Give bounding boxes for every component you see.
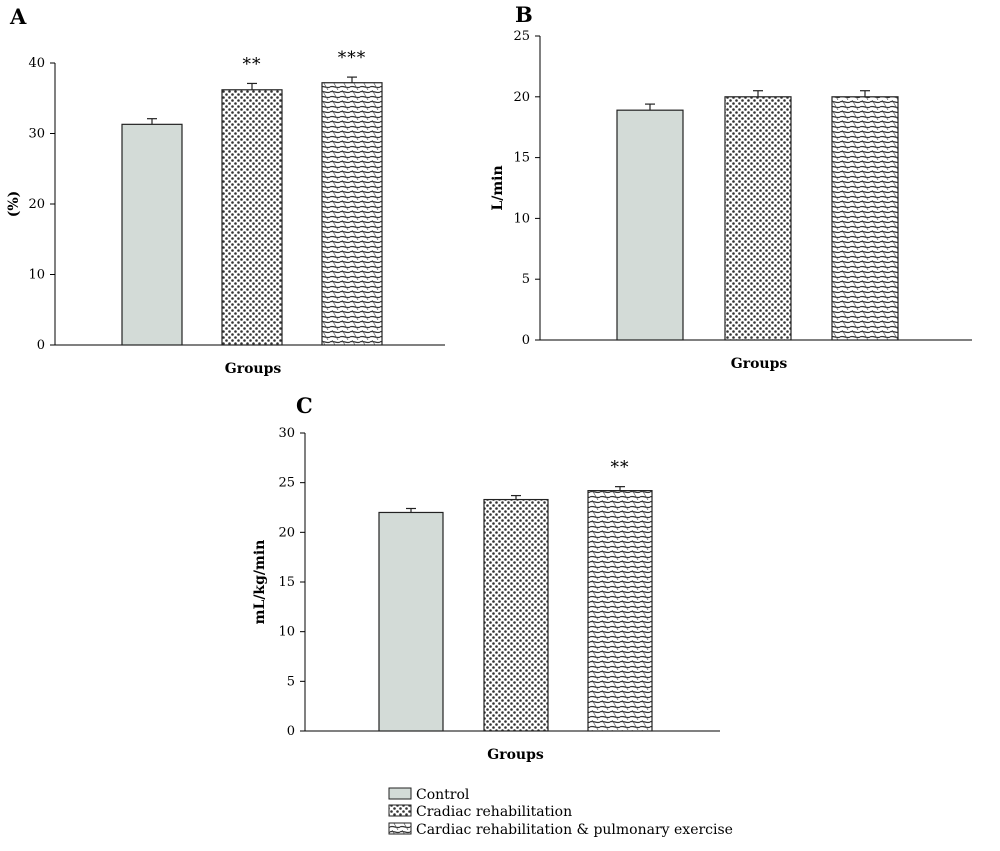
significance-label: *** [338, 48, 367, 68]
y-tick-label: 20 [28, 197, 45, 212]
y-axis-title: (%) [6, 191, 22, 218]
y-tick-label: 25 [278, 476, 295, 491]
y-tick-label: 10 [28, 268, 45, 283]
y-axis-title: L/min [490, 165, 506, 210]
y-tick-label: 0 [287, 724, 295, 739]
x-axis-title: Groups [225, 361, 282, 377]
y-tick-label: 15 [278, 575, 295, 590]
y-tick-label: 25 [513, 29, 530, 44]
panel-b: B 0 5 10 15 20 25 L/min Groups [490, 2, 972, 372]
legend-swatch-2 [388, 804, 412, 817]
legend-swatch-1 [388, 787, 412, 800]
y-tick-label: 0 [522, 333, 530, 348]
y-tick-label: 15 [513, 151, 530, 166]
panel-c: C 0 5 10 15 20 25 30 mL/kg/min Groups ** [252, 393, 720, 763]
bar-1 [121, 123, 183, 346]
significance-label: ** [243, 54, 262, 74]
bar-1 [616, 109, 684, 341]
y-tick-label: 5 [287, 674, 295, 689]
legend-swatch-3 [388, 822, 412, 835]
panel-label: B [515, 2, 533, 27]
y-tick-label: 10 [278, 625, 295, 640]
y-tick-label: 5 [522, 272, 530, 287]
bar-2 [221, 89, 283, 346]
y-axis-title: mL/kg/min [252, 540, 268, 625]
panel-label: A [9, 4, 27, 29]
y-tick-label: 30 [278, 426, 295, 441]
significance-label: ** [611, 458, 630, 478]
panel-label: C [296, 393, 313, 418]
y-tick-label: 10 [513, 211, 530, 226]
y-tick-label: 20 [513, 90, 530, 105]
legend-label-3: Cardiac rehabilitation & pulmonary exerc… [416, 822, 733, 838]
legend-label-2: Cradiac rehabilitation [416, 804, 572, 820]
bar-2 [483, 498, 549, 732]
y-tick-label: 0 [37, 338, 45, 353]
legend-label-1: Control [416, 787, 470, 803]
bar-2 [724, 96, 792, 341]
bar-3 [831, 96, 899, 341]
bar-3 [587, 490, 653, 732]
x-axis-title: Groups [731, 356, 788, 372]
y-tick-label: 20 [278, 525, 295, 540]
bar-1 [378, 511, 444, 732]
x-axis-title: Groups [487, 747, 544, 763]
y-tick-label: 30 [28, 127, 45, 142]
bar-3 [321, 82, 383, 346]
y-tick-label: 40 [28, 56, 45, 71]
